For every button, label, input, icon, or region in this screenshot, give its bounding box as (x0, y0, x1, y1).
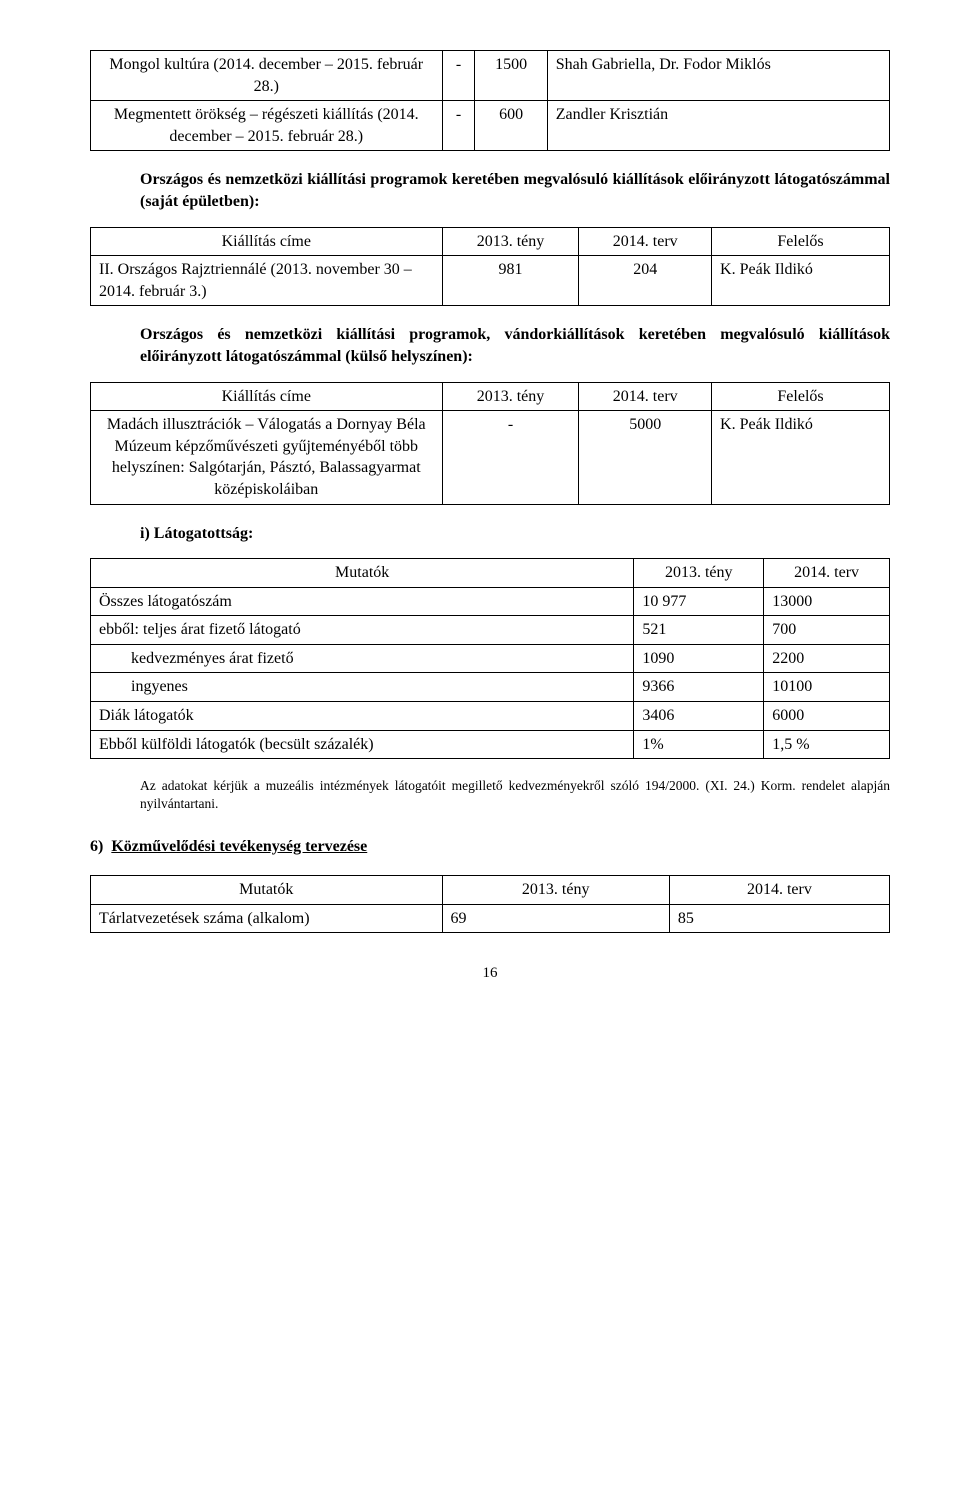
cell: Összes látogatószám (91, 587, 634, 616)
table-row: Mongol kultúra (2014. december – 2015. f… (91, 51, 890, 101)
cell: 1% (634, 730, 764, 759)
note-regulation: Az adatokat kérjük a muzeális intézménye… (140, 777, 890, 813)
cell: Tárlatvezetések száma (alkalom) (91, 904, 443, 933)
col-header: 2014. terv (669, 876, 889, 905)
col-header: Mutatók (91, 876, 443, 905)
heading-visitation: i) Látogatottság: (140, 523, 890, 545)
col-header: Felelős (712, 227, 890, 256)
cell: - (442, 51, 475, 101)
cell: Madách illusztrációk – Válogatás a Dorny… (91, 411, 443, 504)
col-header: Mutatók (91, 559, 634, 588)
cell: 204 (579, 256, 712, 306)
col-header: Felelős (712, 382, 890, 411)
cell: ebből: teljes árat fizető látogató (91, 616, 634, 645)
cell: - (442, 101, 475, 151)
cell: 10 977 (634, 587, 764, 616)
cell: 1090 (634, 644, 764, 673)
table-public-education: Mutatók 2013. tény 2014. terv Tárlatveze… (90, 875, 890, 933)
table-exhibitions-own: Mongol kultúra (2014. december – 2015. f… (90, 50, 890, 151)
cell: 5000 (579, 411, 712, 504)
table-exhibitions-national-own: Kiállítás címe 2013. tény 2014. terv Fel… (90, 227, 890, 307)
cell: Shah Gabriella, Dr. Fodor Miklós (547, 51, 889, 101)
cell: II. Országos Rajztriennálé (2013. novemb… (91, 256, 443, 306)
table-row: ebből: teljes árat fizető látogató 521 7… (91, 616, 890, 645)
table-header-row: Kiállítás címe 2013. tény 2014. terv Fel… (91, 227, 890, 256)
table-visitation: Mutatók 2013. tény 2014. terv Összes lát… (90, 558, 890, 759)
cell: Diák látogatók (91, 702, 634, 731)
cell: 9366 (634, 673, 764, 702)
cell: 10100 (764, 673, 890, 702)
cell: Ebből külföldi látogatók (becsült százal… (91, 730, 634, 759)
table-row: Madách illusztrációk – Válogatás a Dorny… (91, 411, 890, 504)
cell: 1500 (475, 51, 547, 101)
table-row: Ebből külföldi látogatók (becsült százal… (91, 730, 890, 759)
col-header: 2014. terv (764, 559, 890, 588)
section-number: 6) (90, 838, 103, 855)
col-header: 2014. terv (579, 382, 712, 411)
cell: 69 (442, 904, 669, 933)
page-number: 16 (90, 963, 890, 983)
cell: kedvezményes árat fizető (91, 644, 634, 673)
cell: 13000 (764, 587, 890, 616)
col-header: 2013. tény (442, 876, 669, 905)
heading-section-6: 6) Közművelődési tevékenység tervezése (90, 836, 890, 858)
cell: Megmentett örökség – régészeti kiállítás… (91, 101, 443, 151)
table-row: Tárlatvezetések száma (alkalom) 69 85 (91, 904, 890, 933)
table-header-row: Kiállítás címe 2013. tény 2014. terv Fel… (91, 382, 890, 411)
table-row: II. Országos Rajztriennálé (2013. novemb… (91, 256, 890, 306)
cell: 700 (764, 616, 890, 645)
table-exhibitions-national-external: Kiállítás címe 2013. tény 2014. terv Fel… (90, 382, 890, 505)
cell: 3406 (634, 702, 764, 731)
cell: 521 (634, 616, 764, 645)
cell: - (442, 411, 579, 504)
cell: ingyenes (91, 673, 634, 702)
cell: 6000 (764, 702, 890, 731)
cell: Mongol kultúra (2014. december – 2015. f… (91, 51, 443, 101)
table-row: Megmentett örökség – régészeti kiállítás… (91, 101, 890, 151)
col-header: Kiállítás címe (91, 382, 443, 411)
table-row: kedvezményes árat fizető 1090 2200 (91, 644, 890, 673)
table-header-row: Mutatók 2013. tény 2014. terv (91, 876, 890, 905)
cell: K. Peák Ildikó (712, 411, 890, 504)
cell: Zandler Krisztián (547, 101, 889, 151)
cell: 1,5 % (764, 730, 890, 759)
cell: 85 (669, 904, 889, 933)
section-title: Közművelődési tevékenység tervezése (111, 838, 367, 855)
col-header: 2013. tény (442, 382, 579, 411)
table-row: Összes látogatószám 10 977 13000 (91, 587, 890, 616)
table-row: Diák látogatók 3406 6000 (91, 702, 890, 731)
paragraph-national-external: Országos és nemzetközi kiállítási progra… (140, 324, 890, 367)
table-header-row: Mutatók 2013. tény 2014. terv (91, 559, 890, 588)
cell: K. Peák Ildikó (712, 256, 890, 306)
cell: 2200 (764, 644, 890, 673)
paragraph-national-own: Országos és nemzetközi kiállítási progra… (140, 169, 890, 212)
col-header: 2014. terv (579, 227, 712, 256)
col-header: 2013. tény (442, 227, 579, 256)
col-header: Kiállítás címe (91, 227, 443, 256)
col-header: 2013. tény (634, 559, 764, 588)
table-row: ingyenes 9366 10100 (91, 673, 890, 702)
cell: 981 (442, 256, 579, 306)
cell: 600 (475, 101, 547, 151)
